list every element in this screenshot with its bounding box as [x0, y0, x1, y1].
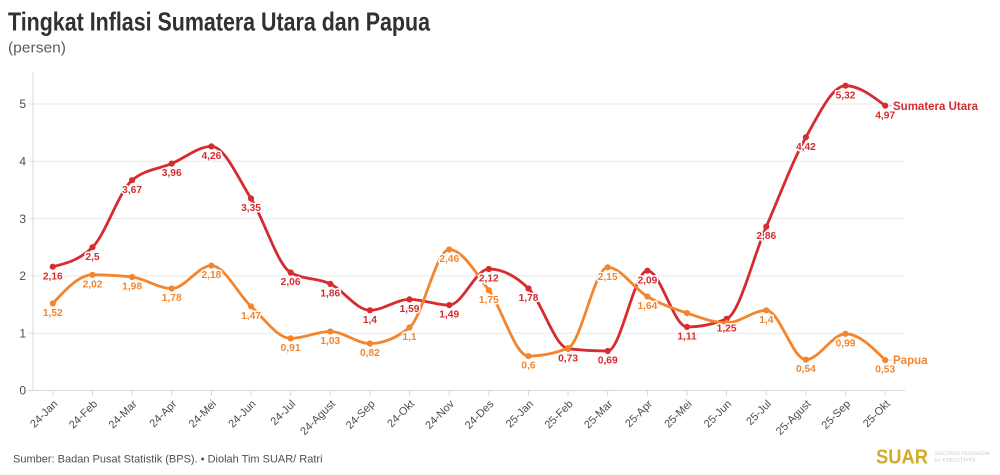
svg-text:24-Jun: 24-Jun — [226, 398, 258, 430]
svg-text:2,02: 2,02 — [83, 279, 103, 290]
svg-text:SUAR: SUAR — [876, 446, 928, 469]
svg-text:24-Mei: 24-Mei — [187, 398, 219, 430]
svg-text:24-Okt: 24-Okt — [385, 398, 417, 430]
svg-text:(persen): (persen) — [8, 39, 66, 56]
svg-text:1,64: 1,64 — [637, 301, 657, 312]
svg-text:2,86: 2,86 — [756, 231, 776, 242]
svg-text:0,73: 0,73 — [558, 353, 578, 364]
svg-text:1,86: 1,86 — [320, 289, 340, 300]
svg-text:2,16: 2,16 — [43, 271, 63, 282]
svg-text:1,78: 1,78 — [162, 293, 182, 304]
svg-text:Tingkat Inflasi Sumatera Utara: Tingkat Inflasi Sumatera Utara dan Papua — [8, 7, 430, 37]
svg-text:25-Agust: 25-Agust — [774, 398, 814, 438]
svg-text:1,49: 1,49 — [439, 310, 459, 321]
svg-text:4,97: 4,97 — [875, 110, 895, 121]
svg-text:4: 4 — [19, 155, 26, 169]
svg-text:1,78: 1,78 — [519, 293, 539, 304]
svg-text:SOLUTIONS JOURNALISM: SOLUTIONS JOURNALISM — [935, 451, 991, 457]
svg-text:Papua: Papua — [893, 355, 928, 367]
svg-text:1,98: 1,98 — [122, 282, 142, 293]
svg-text:for EXECUTIVES: for EXECUTIVES — [935, 457, 976, 464]
svg-text:3,96: 3,96 — [162, 168, 182, 179]
svg-text:2,18: 2,18 — [201, 270, 221, 281]
svg-text:5: 5 — [19, 97, 26, 111]
svg-text:1,47: 1,47 — [241, 311, 261, 322]
svg-text:2,09: 2,09 — [637, 275, 657, 286]
svg-text:0,82: 0,82 — [360, 348, 380, 359]
svg-text:0,54: 0,54 — [796, 364, 816, 375]
svg-text:25-Jul: 25-Jul — [744, 398, 774, 428]
svg-text:0,99: 0,99 — [836, 338, 856, 349]
svg-text:1,03: 1,03 — [320, 336, 340, 347]
svg-text:24-Agust: 24-Agust — [298, 398, 338, 438]
svg-text:1,52: 1,52 — [43, 308, 63, 319]
svg-text:0,6: 0,6 — [521, 361, 535, 372]
svg-text:25-Mar: 25-Mar — [582, 398, 615, 431]
svg-text:1,4: 1,4 — [363, 315, 377, 326]
svg-text:Sumber: Badan Pusat Statistik: Sumber: Badan Pusat Statistik (BPS). • D… — [13, 454, 323, 466]
svg-text:24-Des: 24-Des — [463, 398, 497, 432]
svg-text:1,59: 1,59 — [400, 304, 420, 315]
svg-text:24-Feb: 24-Feb — [67, 398, 100, 431]
svg-text:0,53: 0,53 — [875, 365, 895, 376]
svg-text:0: 0 — [19, 384, 26, 398]
svg-text:25-Feb: 25-Feb — [543, 398, 576, 431]
svg-text:3,67: 3,67 — [122, 185, 142, 196]
svg-text:0,69: 0,69 — [598, 356, 618, 367]
svg-text:25-Sep: 25-Sep — [820, 398, 854, 432]
svg-text:2,15: 2,15 — [598, 272, 618, 283]
svg-text:2,5: 2,5 — [85, 252, 99, 263]
svg-text:Sumatera Utara: Sumatera Utara — [893, 101, 979, 113]
svg-text:24-Mar: 24-Mar — [107, 398, 140, 431]
svg-text:4,42: 4,42 — [796, 142, 816, 153]
svg-text:25-Mei: 25-Mei — [662, 398, 694, 430]
svg-text:25-Jan: 25-Jan — [504, 398, 536, 430]
svg-text:0,91: 0,91 — [281, 343, 301, 354]
svg-text:25-Okt: 25-Okt — [861, 398, 893, 430]
svg-text:1,25: 1,25 — [717, 324, 737, 335]
svg-text:1: 1 — [19, 326, 26, 340]
svg-text:2,06: 2,06 — [281, 277, 301, 288]
svg-text:24-Apr: 24-Apr — [147, 398, 179, 430]
svg-text:4,26: 4,26 — [201, 151, 221, 162]
svg-text:24-Jan: 24-Jan — [28, 398, 60, 430]
svg-text:1,4: 1,4 — [759, 315, 773, 326]
svg-text:1,11: 1,11 — [677, 332, 697, 343]
svg-text:3,35: 3,35 — [241, 203, 261, 214]
svg-text:25-Apr: 25-Apr — [623, 398, 655, 430]
svg-text:25-Jun: 25-Jun — [702, 398, 734, 430]
svg-text:24-Sep: 24-Sep — [344, 398, 378, 432]
svg-text:2,12: 2,12 — [479, 274, 499, 285]
svg-text:3: 3 — [19, 212, 26, 226]
svg-text:1,1: 1,1 — [402, 332, 416, 343]
svg-text:1,75: 1,75 — [479, 295, 499, 306]
svg-text:2: 2 — [19, 269, 26, 283]
svg-text:24-Nov: 24-Nov — [423, 398, 457, 432]
svg-text:2,46: 2,46 — [439, 254, 459, 265]
svg-text:24-Jul: 24-Jul — [269, 398, 299, 428]
svg-text:5,32: 5,32 — [836, 90, 856, 101]
